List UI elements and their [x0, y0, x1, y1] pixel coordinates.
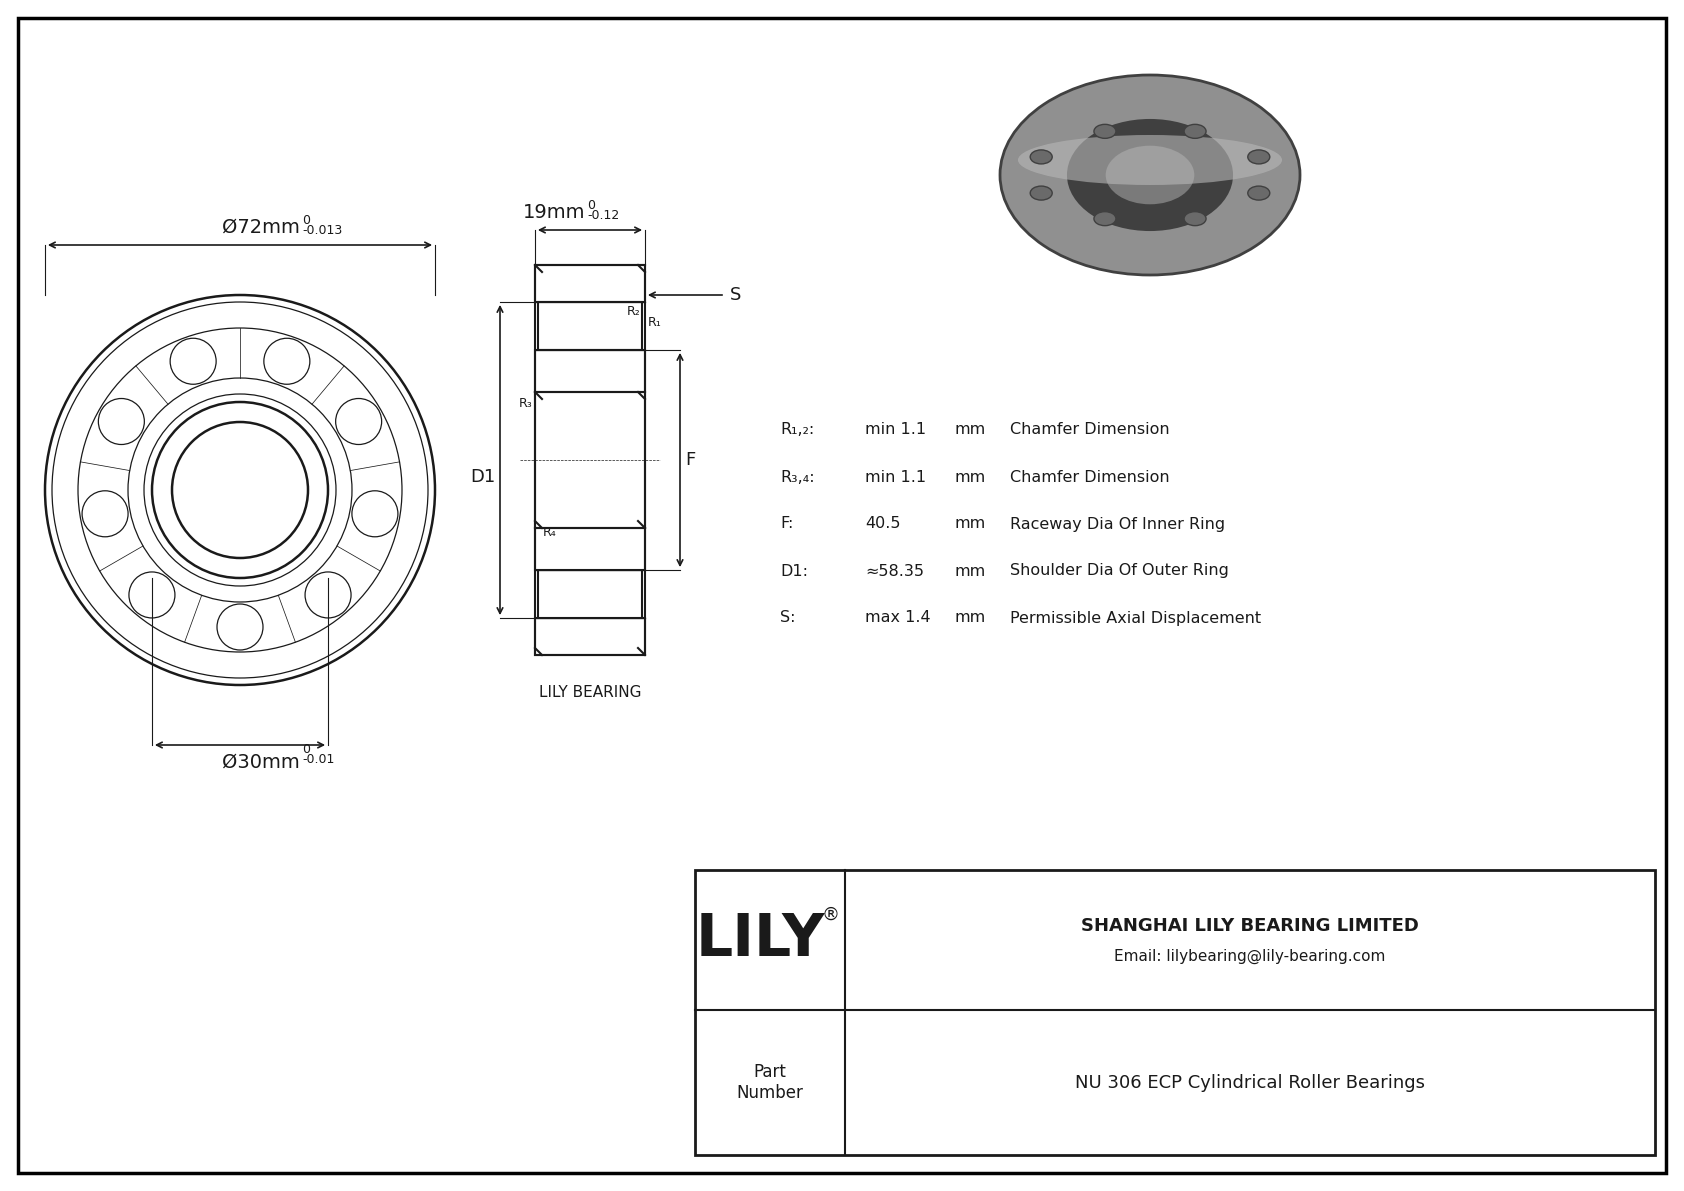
Text: F: F — [685, 451, 695, 469]
Ellipse shape — [1019, 135, 1282, 185]
Text: Email: lilybearing@lily-bearing.com: Email: lilybearing@lily-bearing.com — [1115, 948, 1386, 964]
Text: Permissible Axial Displacement: Permissible Axial Displacement — [1010, 611, 1261, 625]
Text: mm: mm — [955, 563, 987, 579]
Text: 0: 0 — [588, 199, 594, 212]
Text: 40.5: 40.5 — [866, 517, 901, 531]
Text: D1:: D1: — [780, 563, 808, 579]
Bar — [537, 303, 642, 350]
Bar — [536, 528, 645, 570]
Ellipse shape — [1031, 150, 1052, 164]
Text: -0.01: -0.01 — [301, 753, 335, 766]
Text: R₁,₂:: R₁,₂: — [780, 423, 815, 437]
Text: R₄: R₄ — [542, 526, 557, 540]
Text: R₁: R₁ — [648, 316, 662, 329]
Text: ®: ® — [822, 906, 840, 924]
Ellipse shape — [1184, 124, 1206, 138]
Text: ≈58.35: ≈58.35 — [866, 563, 925, 579]
Text: Raceway Dia Of Inner Ring: Raceway Dia Of Inner Ring — [1010, 517, 1226, 531]
Bar — [536, 266, 645, 303]
Bar — [536, 618, 645, 655]
Text: R₃,₄:: R₃,₄: — [780, 469, 815, 485]
Text: Ø30mm: Ø30mm — [222, 753, 300, 772]
Ellipse shape — [1068, 120, 1233, 230]
Text: D1: D1 — [470, 468, 495, 486]
Bar — [536, 350, 645, 392]
Text: F:: F: — [780, 517, 793, 531]
Text: S:: S: — [780, 611, 795, 625]
Text: -0.12: -0.12 — [588, 208, 620, 222]
Text: 19mm: 19mm — [522, 202, 584, 222]
Text: 0: 0 — [301, 214, 310, 227]
Ellipse shape — [1095, 124, 1116, 138]
Text: Ø72mm: Ø72mm — [222, 218, 300, 237]
Text: Part
Number: Part Number — [736, 1064, 803, 1102]
Ellipse shape — [1031, 186, 1052, 200]
Bar — [537, 570, 642, 618]
Text: LILY BEARING: LILY BEARING — [539, 685, 642, 700]
Text: mm: mm — [955, 423, 987, 437]
Bar — [537, 570, 642, 618]
Text: LILY: LILY — [695, 911, 825, 968]
Bar — [695, 869, 1655, 1155]
Text: SHANGHAI LILY BEARING LIMITED: SHANGHAI LILY BEARING LIMITED — [1081, 917, 1420, 935]
Ellipse shape — [1105, 145, 1196, 205]
Bar — [537, 303, 642, 350]
Ellipse shape — [1184, 212, 1206, 225]
Text: R₃: R₃ — [519, 397, 534, 410]
Text: min 1.1: min 1.1 — [866, 469, 926, 485]
Text: mm: mm — [955, 517, 987, 531]
Text: min 1.1: min 1.1 — [866, 423, 926, 437]
Text: Chamfer Dimension: Chamfer Dimension — [1010, 469, 1170, 485]
Bar — [536, 618, 645, 655]
Text: R₂: R₂ — [626, 305, 640, 318]
Bar — [536, 528, 645, 570]
Text: NU 306 ECP Cylindrical Roller Bearings: NU 306 ECP Cylindrical Roller Bearings — [1074, 1073, 1425, 1091]
Text: Shoulder Dia Of Outer Ring: Shoulder Dia Of Outer Ring — [1010, 563, 1229, 579]
Text: max 1.4: max 1.4 — [866, 611, 931, 625]
Ellipse shape — [1248, 186, 1270, 200]
Text: 0: 0 — [301, 743, 310, 756]
Text: mm: mm — [955, 469, 987, 485]
Bar — [536, 266, 645, 655]
Text: mm: mm — [955, 611, 987, 625]
Ellipse shape — [1000, 75, 1300, 275]
Ellipse shape — [1248, 150, 1270, 164]
Ellipse shape — [1095, 212, 1116, 225]
Bar — [536, 266, 645, 303]
Bar — [536, 350, 645, 392]
Text: -0.013: -0.013 — [301, 224, 342, 237]
Text: Chamfer Dimension: Chamfer Dimension — [1010, 423, 1170, 437]
Text: S: S — [729, 286, 741, 304]
